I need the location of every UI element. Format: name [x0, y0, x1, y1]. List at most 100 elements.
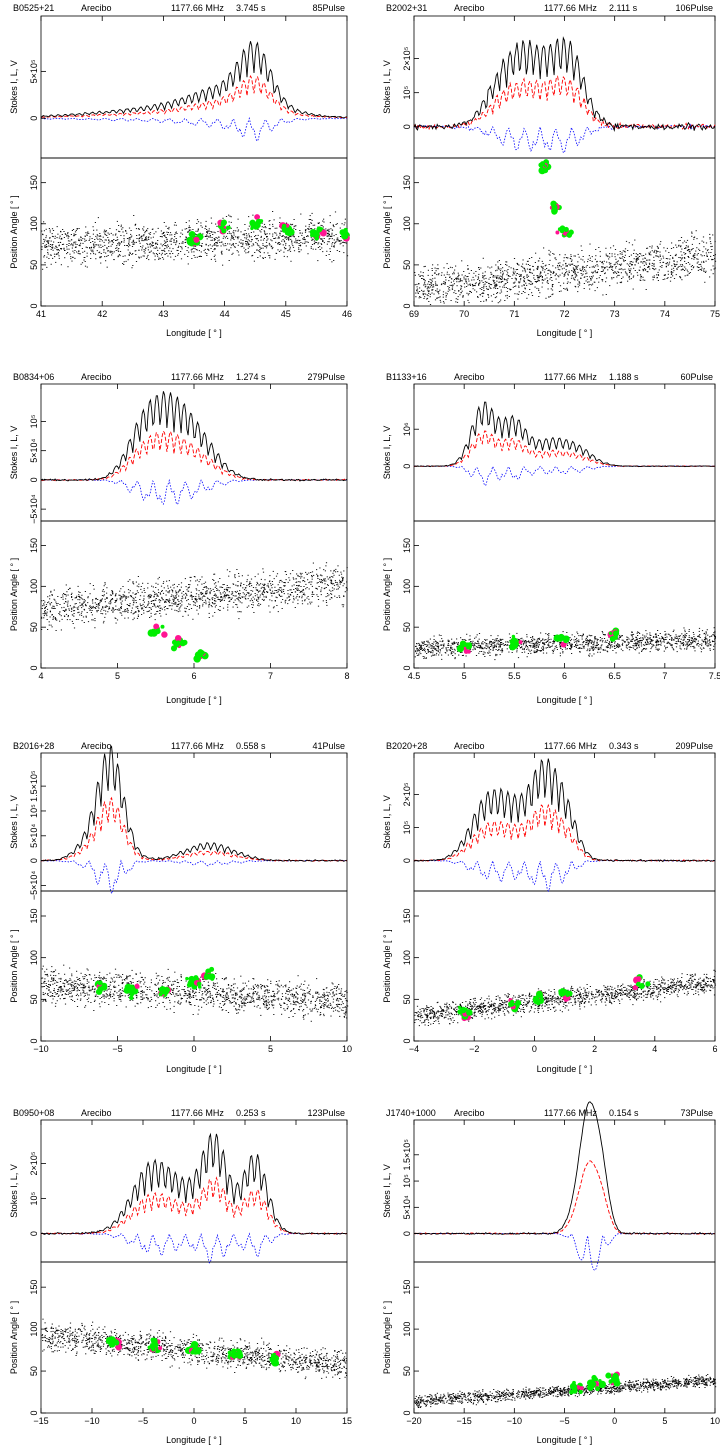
pa-point: [316, 569, 318, 571]
pa-point: [531, 640, 533, 642]
frequency: 1177.66 MHz: [544, 372, 597, 382]
pa-point: [67, 605, 69, 607]
pa-point: [490, 273, 492, 275]
pa-point: [242, 587, 244, 589]
pa-point: [427, 291, 429, 293]
pa-scatter: [414, 230, 717, 305]
pa-point: [634, 264, 636, 266]
pa-point: [547, 288, 549, 290]
pa-point: [97, 609, 99, 611]
pa-point: [662, 257, 665, 259]
pa-point: [576, 267, 578, 269]
pa-point: [269, 611, 271, 613]
pa-point: [457, 298, 459, 300]
pa-point: [201, 597, 203, 599]
pa-point: [339, 240, 341, 241]
pa-point: [423, 290, 425, 292]
pa-point: [419, 275, 421, 277]
pa-point: [128, 244, 130, 246]
pa-point: [644, 261, 646, 263]
pa-point: [220, 586, 222, 588]
pa-point: [71, 620, 73, 622]
pa-point: [87, 231, 89, 233]
y-tick-label: 0: [402, 124, 412, 129]
pa-point: [314, 224, 316, 226]
pa-point: [160, 615, 162, 617]
pa-point: [446, 273, 448, 275]
pa-point: [493, 282, 495, 284]
pa-point: [428, 292, 430, 294]
pa-point: [199, 579, 201, 581]
pa-point: [194, 602, 196, 604]
pa-point: [427, 295, 429, 297]
pa-point: [567, 281, 569, 283]
pa-point: [49, 229, 51, 231]
pa-point: [75, 619, 77, 620]
pa-point: [468, 272, 470, 274]
pa-point: [519, 281, 521, 283]
pa-point: [97, 238, 99, 240]
pa-point: [211, 599, 214, 601]
pulse-count: 106Pulse: [675, 3, 713, 13]
pa-point: [642, 268, 644, 270]
pa-point: [301, 234, 303, 236]
pa-point: [256, 243, 258, 245]
pa-point: [515, 274, 517, 276]
pa-point: [427, 283, 429, 285]
pa-point: [306, 236, 308, 237]
pa-point: [461, 260, 463, 262]
pa-point: [308, 219, 310, 220]
pa-point: [550, 271, 552, 273]
pa-point: [415, 296, 417, 298]
pa-point: [102, 613, 104, 615]
pa-point: [597, 265, 599, 267]
pa-point: [339, 581, 341, 583]
pa-point: [596, 271, 599, 273]
pa-point: [284, 602, 286, 604]
pa-point: [155, 598, 157, 599]
pa-point: [105, 231, 107, 233]
pa-point: [331, 593, 333, 595]
pa-point: [596, 264, 598, 266]
pa-point: [134, 250, 136, 252]
pa-point: [269, 599, 271, 601]
pa-point: [147, 587, 149, 589]
pa-point: [551, 649, 554, 651]
pa-point: [637, 274, 639, 276]
pa-point: [321, 575, 323, 577]
pa-point: [296, 594, 299, 595]
pa-point: [448, 645, 450, 646]
pa-point: [591, 277, 593, 279]
pa-point: [580, 273, 582, 274]
pa-point: [185, 592, 187, 594]
pa-point: [179, 236, 181, 238]
pa-point: [494, 286, 496, 288]
pa-point: [202, 589, 204, 590]
pa-point: [432, 284, 435, 286]
pa-point: [527, 264, 529, 265]
pa-point: [442, 282, 444, 284]
pa-point: [268, 605, 270, 607]
pa-point: [166, 253, 168, 254]
pa-point: [77, 612, 79, 614]
pa-point: [471, 283, 474, 285]
pa-point: [175, 597, 177, 599]
pa-point: [663, 639, 665, 641]
pa-point: [260, 235, 262, 237]
pa-point: [300, 577, 302, 579]
pa-point: [584, 276, 586, 278]
pa-point: [222, 592, 224, 594]
pa-point: [155, 613, 157, 615]
pa-point: [659, 243, 661, 245]
pa-point: [97, 604, 99, 606]
pa-point: [176, 241, 178, 243]
pa-point: [595, 255, 597, 257]
pa-point: [129, 603, 131, 605]
frequency: 1177.66 MHz: [171, 3, 224, 13]
pa-point: [477, 297, 479, 298]
pa-point: [167, 585, 169, 587]
pa-point: [271, 240, 273, 242]
pa-point: [278, 242, 280, 244]
pa-point: [317, 575, 319, 576]
pa-point: [296, 242, 298, 244]
